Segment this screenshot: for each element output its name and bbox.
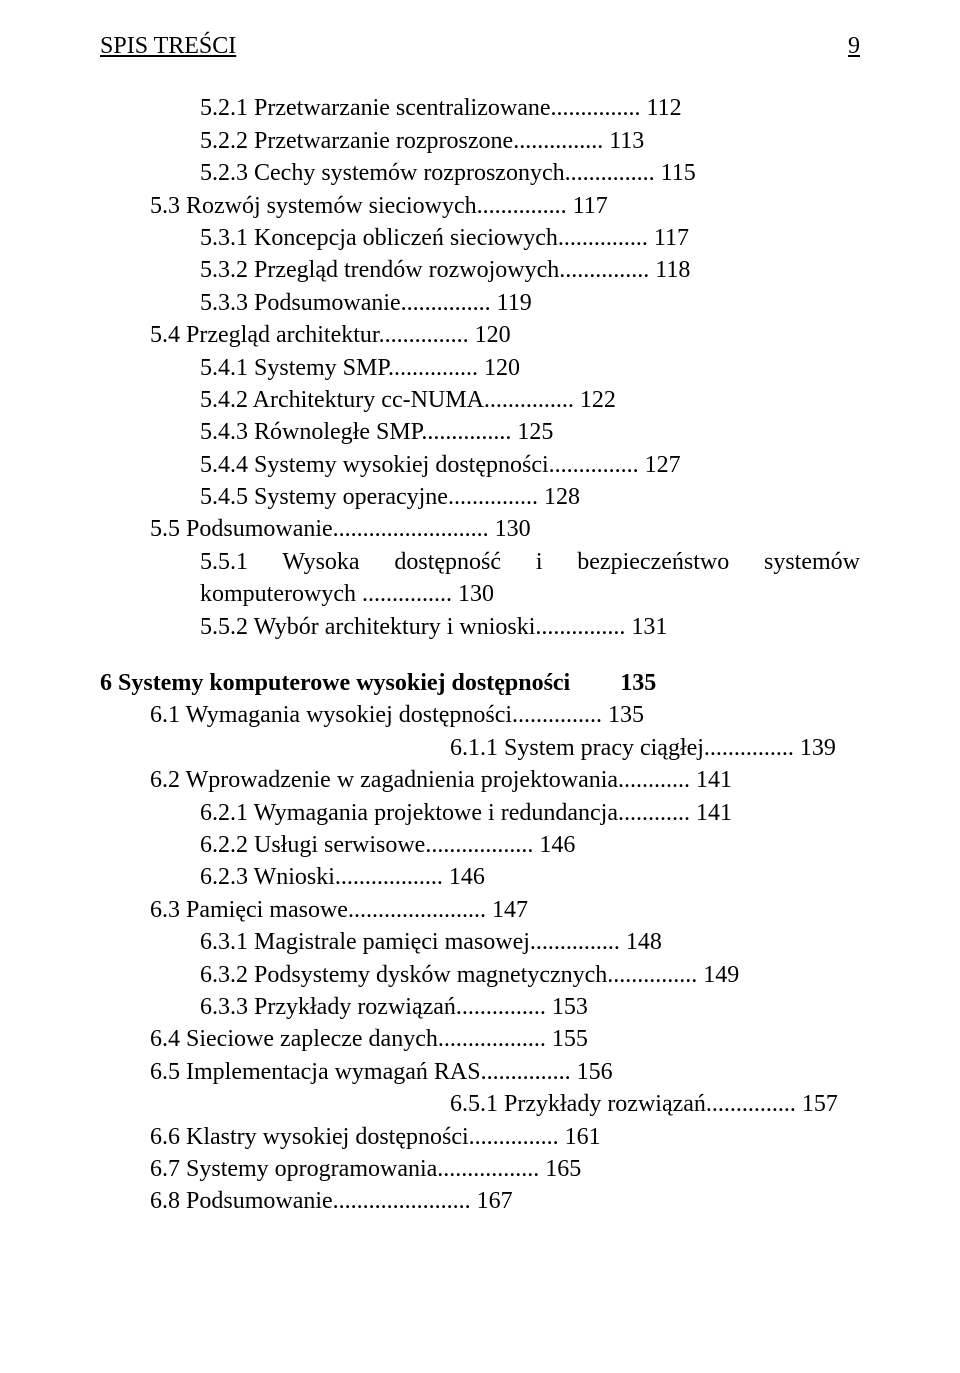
toc-entry: 6.3.2 Podsystemy dysków magnetycznych...…: [200, 959, 860, 991]
toc-entry: 6.1.1 System pracy ciągłej..............…: [450, 732, 860, 764]
toc-entry: 5.5.2 Wybór architektury i wnioski......…: [200, 611, 860, 643]
toc-entry: 6.2.1 Wymagania projektowe i redundancja…: [200, 797, 860, 829]
toc-entry: 5.2.1 Przetwarzanie scentralizowane.....…: [200, 92, 860, 124]
chapter-title: 6 Systemy komputerowe wysokiej dostępnoś…: [100, 667, 570, 699]
toc-entry: 5.3.2 Przegląd trendów rozwojowych......…: [200, 254, 860, 286]
toc-chapter: 6 Systemy komputerowe wysokiej dostępnoś…: [100, 667, 860, 699]
toc-entry: 6.2.2 Usługi serwisowe..................…: [200, 829, 860, 861]
toc-entry: 6.1 Wymagania wysokiej dostępności......…: [150, 699, 860, 731]
spacer: [100, 643, 860, 667]
toc-entry: 6.4 Sieciowe zaplecze danych............…: [150, 1023, 860, 1055]
table-of-contents: 5.2.1 Przetwarzanie scentralizowane.....…: [100, 92, 860, 1217]
toc-entry: 6.7 Systemy oprogramowania..............…: [150, 1153, 860, 1185]
header-page-number: 9: [848, 30, 860, 62]
toc-entry: 5.2.2 Przetwarzanie rozproszone.........…: [200, 125, 860, 157]
toc-entry: 5.4.4 Systemy wysokiej dostępności......…: [200, 449, 860, 481]
toc-entry: 5.3.3 Podsumowanie............... 119: [200, 287, 860, 319]
toc-entry: 6.8 Podsumowanie....................... …: [150, 1185, 860, 1217]
toc-entry: 5.5 Podsumowanie........................…: [150, 513, 860, 545]
toc-entry: 6.5.1 Przykłady rozwiązań...............…: [450, 1088, 860, 1120]
toc-entry: 6.3.1 Magistrale pamięci masowej........…: [200, 926, 860, 958]
toc-entry: 6.5 Implementacja wymagań RAS...........…: [150, 1056, 860, 1088]
toc-entry: 5.4.1 Systemy SMP............... 120: [200, 352, 860, 384]
toc-entry: 6.2.3 Wnioski.................. 146: [200, 861, 860, 893]
toc-entry: 5.4 Przegląd architektur............... …: [150, 319, 860, 351]
toc-entry: 6.3 Pamięci masowe......................…: [150, 894, 860, 926]
toc-entry: 6.2 Wprowadzenie w zagadnienia projektow…: [150, 764, 860, 796]
toc-entry: 5.3 Rozwój systemów sieciowych..........…: [150, 190, 860, 222]
page-header: SPIS TREŚCI 9: [100, 30, 860, 62]
toc-entry: 5.4.3 Równoległe SMP............... 125: [200, 416, 860, 448]
toc-entry: 5.4.5 Systemy operacyjne............... …: [200, 481, 860, 513]
toc-entry: 6.6 Klastry wysokiej dostępności........…: [150, 1121, 860, 1153]
toc-entry: 5.3.1 Koncepcja obliczeń sieciowych.....…: [200, 222, 860, 254]
toc-entry: 5.2.3 Cechy systemów rozproszonych......…: [200, 157, 860, 189]
toc-entry: 5.5.1 Wysoka dostępność i bezpieczeństwo…: [200, 546, 860, 611]
page-container: SPIS TREŚCI 9 5.2.1 Przetwarzanie scentr…: [0, 0, 960, 1248]
toc-entry: 5.4.2 Architektury cc-NUMA..............…: [200, 384, 860, 416]
header-title: SPIS TREŚCI: [100, 30, 236, 62]
toc-entry: 6.3.3 Przykłady rozwiązań...............…: [200, 991, 860, 1023]
chapter-page: 135: [620, 667, 656, 699]
